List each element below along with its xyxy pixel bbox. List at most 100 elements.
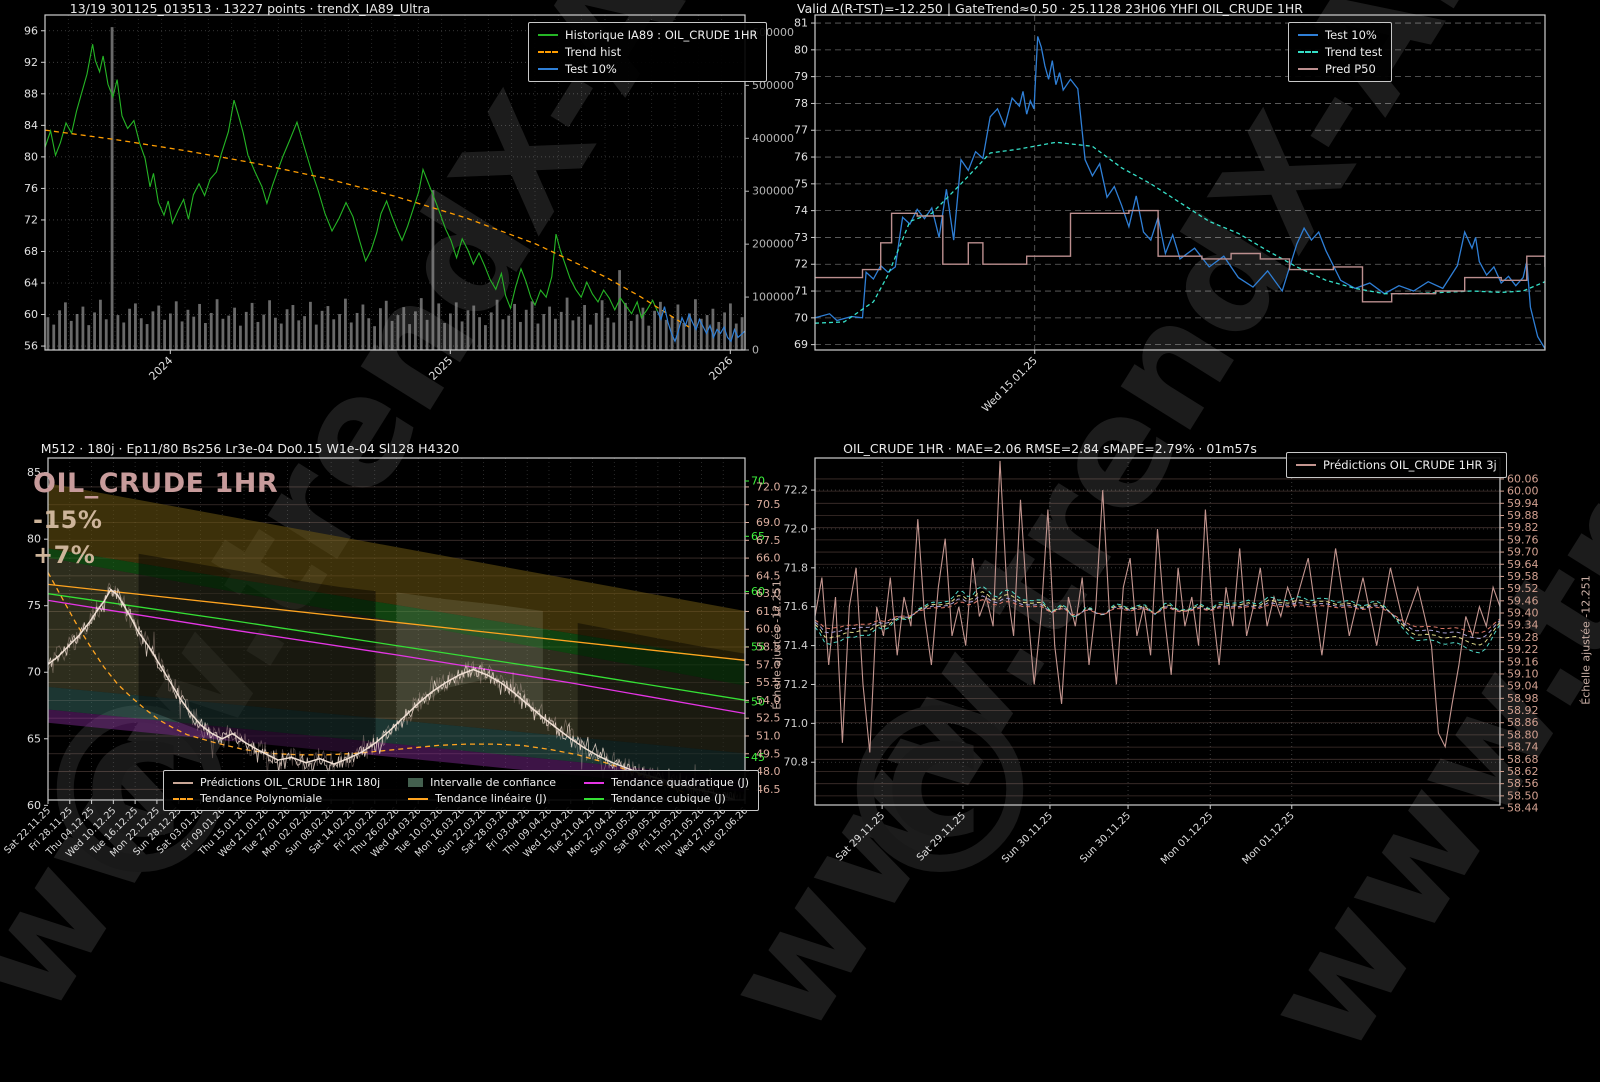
- svg-text:Mon 01.12.25: Mon 01.12.25: [1240, 810, 1296, 866]
- legend-history: Historique IA89 : OIL_CRUDE 1HR Trend his…: [528, 22, 768, 82]
- svg-text:0: 0: [752, 344, 759, 357]
- svg-text:60.00: 60.00: [1507, 485, 1539, 498]
- svg-text:60: 60: [24, 308, 38, 321]
- svg-text:56: 56: [24, 340, 38, 353]
- legend-forecast-3j: Prédictions OIL_CRUDE 1HR 3j: [1286, 452, 1507, 478]
- svg-text:59.64: 59.64: [1507, 558, 1539, 571]
- svg-text:58.86: 58.86: [1507, 716, 1539, 729]
- legend-label: Trend test: [1325, 45, 1383, 59]
- chart-panel-forecast-3j: OIL_CRUDE 1HR · MAE=2.06 RMSE=2.84 sMAPE…: [784, 440, 1600, 900]
- svg-text:59.34: 59.34: [1507, 619, 1539, 632]
- svg-text:64: 64: [24, 277, 38, 290]
- svg-text:77: 77: [794, 124, 808, 137]
- svg-text:58.5: 58.5: [756, 641, 781, 654]
- annotation-symbol: OIL_CRUDE 1HR: [33, 468, 279, 499]
- svg-text:59.22: 59.22: [1507, 643, 1539, 656]
- svg-text:58.92: 58.92: [1507, 704, 1539, 717]
- svg-text:63.0: 63.0: [756, 587, 781, 600]
- svg-text:Sat 29.11.25: Sat 29.11.25: [915, 810, 968, 863]
- legend-entry: Tendance cubique (J): [584, 792, 749, 805]
- svg-text:58.56: 58.56: [1507, 777, 1539, 790]
- svg-text:96: 96: [24, 24, 38, 37]
- svg-text:500000: 500000: [752, 79, 794, 92]
- legend-label: Pred P50: [1325, 62, 1376, 76]
- legend-label: Test 10%: [565, 62, 617, 76]
- svg-text:58.98: 58.98: [1507, 692, 1539, 705]
- legend-line-swatch: [538, 68, 558, 70]
- legend-label: Historique IA89 : OIL_CRUDE 1HR: [565, 28, 758, 42]
- svg-text:72.0: 72.0: [784, 522, 809, 535]
- svg-text:69: 69: [794, 338, 808, 351]
- right-axis-label-forecast-3j: Échelle ajustée -12.251: [1579, 575, 1593, 705]
- legend-line-swatch: [408, 797, 429, 800]
- legend-line-swatch: [173, 797, 193, 800]
- svg-text:71.2: 71.2: [784, 678, 809, 691]
- chart-title-forecast-3j: OIL_CRUDE 1HR · MAE=2.06 RMSE=2.84 sMAPE…: [843, 441, 1257, 456]
- svg-text:70: 70: [27, 666, 41, 679]
- legend-line-swatch: [1298, 68, 1318, 70]
- legend-line-swatch: [1298, 34, 1318, 36]
- svg-text:100000: 100000: [752, 291, 794, 304]
- svg-text:73: 73: [794, 231, 808, 244]
- chart-panel-validation: Valid Δ(R-TST)=-12.250 | GateTrend≈0.50 …: [794, 0, 1600, 440]
- legend-line-swatch: [584, 781, 605, 784]
- svg-text:2026: 2026: [706, 354, 735, 383]
- svg-text:57.0: 57.0: [756, 658, 781, 671]
- svg-text:71.6: 71.6: [784, 600, 809, 613]
- svg-text:65: 65: [27, 732, 41, 745]
- svg-text:54.0: 54.0: [756, 694, 781, 707]
- chart-title-history: 13/19 301125_013513 · 13227 points · tre…: [69, 1, 431, 16]
- svg-text:58.80: 58.80: [1507, 728, 1539, 741]
- legend-line-swatch: [173, 781, 193, 784]
- legend-line-swatch: [538, 34, 558, 36]
- svg-text:72: 72: [24, 213, 38, 226]
- svg-text:59.52: 59.52: [1507, 582, 1539, 595]
- svg-text:92: 92: [24, 56, 38, 69]
- svg-text:58.74: 58.74: [1507, 741, 1539, 754]
- svg-text:58.68: 58.68: [1507, 753, 1539, 766]
- svg-text:58.44: 58.44: [1507, 802, 1539, 815]
- svg-text:58.50: 58.50: [1507, 789, 1539, 802]
- svg-text:70: 70: [751, 474, 765, 487]
- legend-entry: Test 10%: [538, 62, 757, 76]
- svg-text:81: 81: [794, 17, 808, 30]
- svg-text:70.5: 70.5: [756, 498, 781, 511]
- legend-line-swatch: [584, 797, 605, 800]
- svg-text:52.5: 52.5: [756, 712, 781, 725]
- svg-text:55.5: 55.5: [756, 676, 781, 689]
- svg-text:78: 78: [794, 97, 808, 110]
- svg-text:60.0: 60.0: [756, 623, 781, 636]
- legend-entry: Pred P50: [1298, 62, 1382, 76]
- svg-text:Mon 01.12.25: Mon 01.12.25: [1159, 810, 1215, 866]
- legend-label: Intervalle de confiance: [430, 776, 557, 789]
- svg-text:59.28: 59.28: [1507, 631, 1539, 644]
- legend-label: Tendance quadratique (J): [611, 776, 750, 789]
- legend-entry: Test 10%: [1298, 28, 1382, 42]
- svg-text:59.16: 59.16: [1507, 655, 1539, 668]
- svg-text:59.04: 59.04: [1507, 680, 1539, 693]
- svg-text:70: 70: [794, 311, 808, 324]
- legend-entry: Prédictions OIL_CRUDE 1HR 180j: [173, 776, 380, 789]
- legend-line-swatch: [1298, 51, 1318, 53]
- legend-line-swatch: [538, 51, 558, 53]
- legend-label: Trend hist: [565, 45, 622, 59]
- svg-text:55: 55: [751, 640, 765, 653]
- legend-entry: Prédictions OIL_CRUDE 1HR 3j: [1296, 458, 1497, 472]
- svg-text:200000: 200000: [752, 238, 794, 251]
- svg-text:75: 75: [27, 599, 41, 612]
- svg-text:45: 45: [751, 751, 765, 764]
- svg-text:59.94: 59.94: [1507, 497, 1539, 510]
- svg-text:79: 79: [794, 70, 808, 83]
- svg-text:50: 50: [751, 696, 765, 709]
- legend-label: Prédictions OIL_CRUDE 1HR 3j: [1323, 458, 1497, 472]
- svg-text:80: 80: [794, 43, 808, 56]
- svg-text:72: 72: [794, 258, 808, 271]
- svg-text:71.0: 71.0: [784, 717, 809, 730]
- right-axis-label-forecast: Échelle ajustée -12.251: [770, 580, 784, 710]
- legend-label: Tendance Polynomiale: [200, 792, 323, 805]
- svg-text:64.5: 64.5: [756, 569, 781, 582]
- svg-text:60: 60: [751, 585, 765, 598]
- svg-text:2025: 2025: [426, 354, 455, 383]
- chart-panel-history: 13/19 301125_013513 · 13227 points · tre…: [0, 0, 800, 440]
- svg-text:59.10: 59.10: [1507, 667, 1539, 680]
